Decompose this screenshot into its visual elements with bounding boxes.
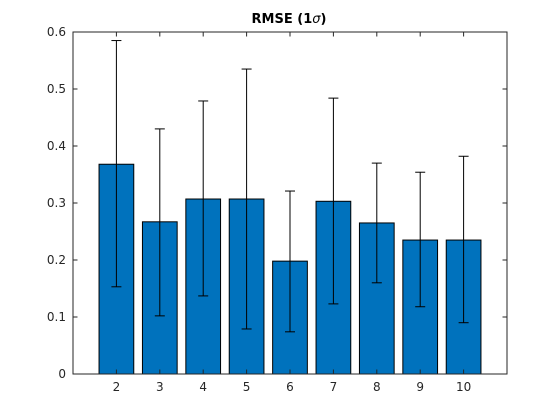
x-tick-label-6: 6 — [286, 380, 294, 394]
y-tick-label-6: 0.6 — [47, 25, 66, 39]
x-tick-label-7: 7 — [330, 380, 338, 394]
x-tick-label-9: 9 — [416, 380, 424, 394]
chart-title-prefix: RMSE (1 — [252, 12, 313, 27]
error-bar-3 — [154, 128, 165, 317]
error-bar-10 — [458, 155, 469, 324]
y-tick-label-5: 0.5 — [47, 82, 66, 96]
y-tick-label-4: 0.4 — [47, 139, 66, 153]
y-tick-label-0: 0 — [58, 367, 66, 381]
x-tick-label-4: 4 — [199, 380, 207, 394]
error-bar-5 — [241, 68, 252, 330]
ticks-layer: 0 0.1 0.2 0.3 0.4 0.5 0.6 2 3 4 5 6 7 8 9 10 — [47, 25, 507, 394]
x-tick-label-5: 5 — [243, 380, 251, 394]
chart-title: RMSE (1σ) — [252, 12, 327, 27]
error-bar-2 — [111, 40, 122, 288]
error-bar-8 — [371, 162, 382, 284]
error-bar-6 — [285, 190, 295, 333]
chart-title-suffix: ) — [321, 12, 327, 27]
error-bar-4 — [198, 100, 209, 297]
x-tick-label-8: 8 — [373, 380, 381, 394]
x-tick-label-2: 2 — [113, 380, 121, 394]
y-tick-label-3: 0.3 — [47, 196, 66, 210]
y-tick-label-2: 0.2 — [47, 253, 66, 267]
error-bars-layer — [111, 40, 469, 333]
error-bar-9 — [415, 171, 426, 308]
chart-title-sigma: σ — [312, 12, 321, 27]
x-tick-label-3: 3 — [156, 380, 164, 394]
x-tick-label-10: 10 — [456, 380, 471, 394]
error-bar-7 — [328, 97, 339, 305]
y-tick-label-1: 0.1 — [47, 310, 66, 324]
